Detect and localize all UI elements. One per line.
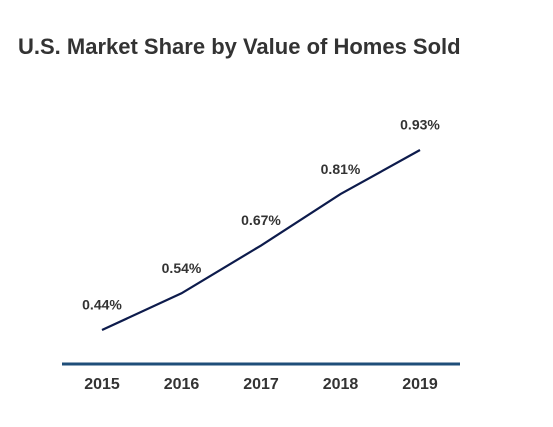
data-label: 0.44% [82, 297, 122, 313]
x-tick-label: 2018 [323, 376, 359, 393]
data-label: 0.93% [400, 117, 440, 133]
data-label: 0.54% [162, 260, 202, 276]
x-tick-label: 2015 [84, 376, 120, 393]
data-label: 0.67% [241, 212, 281, 228]
x-tick-label: 2016 [164, 376, 200, 393]
x-tick-label: 2017 [243, 376, 279, 393]
line-series [101, 149, 421, 331]
x-tick-label: 2019 [402, 376, 438, 393]
data-label: 0.81% [321, 161, 361, 177]
chart-title: U.S. Market Share by Value of Homes Sold [18, 34, 461, 59]
